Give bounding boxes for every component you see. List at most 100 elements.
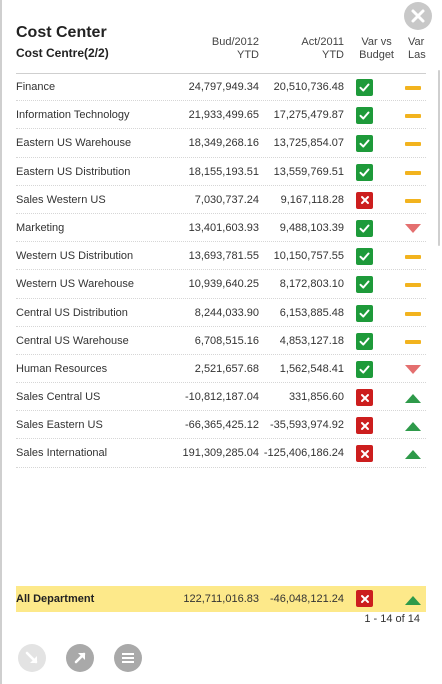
panel-left-border — [0, 0, 2, 684]
row-var-last — [404, 220, 422, 237]
row-var-budget — [356, 219, 373, 237]
row-var-last — [404, 79, 422, 96]
table-row[interactable]: Sales International 191,309,285.04 -125,40… — [16, 439, 426, 468]
check-icon — [356, 79, 373, 96]
row-actual: 1,562,548.41 — [279, 362, 344, 375]
row-budget: 13,693,781.55 — [188, 250, 259, 263]
table-row[interactable]: Human Resources 2,521,657.68 1,562,548.41 — [16, 355, 426, 384]
table-row[interactable]: Central US Distribution 8,244,033.90 6,153… — [16, 299, 426, 327]
close-button[interactable] — [404, 2, 432, 30]
row-var-last — [404, 248, 422, 265]
row-var-last — [404, 445, 422, 462]
row-actual: 9,167,118.28 — [280, 193, 344, 206]
column-header-budget-line2: YTD — [237, 49, 259, 61]
row-name: Human Resources — [16, 362, 108, 375]
row-var-budget — [356, 79, 373, 96]
menu-button[interactable] — [114, 644, 142, 672]
row-var-budget — [356, 304, 373, 322]
row-budget: 7,030,737.24 — [194, 193, 259, 206]
row-var-last — [404, 164, 422, 181]
column-header-var-budget[interactable]: Var vs Budget — [359, 36, 394, 62]
row-budget: 18,349,268.16 — [188, 137, 259, 150]
row-actual: -35,593,974.92 — [269, 419, 344, 432]
cost-center-table: Finance 24,797,949.34 20,510,736.48 Informa… — [16, 73, 426, 468]
row-var-budget — [356, 135, 373, 153]
row-name: Sales Western US — [16, 193, 106, 206]
row-name: Sales Central US — [16, 391, 101, 404]
no-change-icon — [405, 339, 421, 344]
table-row[interactable]: Sales Central US -10,812,187.04 331,856.60 — [16, 383, 426, 412]
row-actual: 8,172,803.10 — [279, 278, 344, 291]
total-row-var-last — [404, 591, 422, 617]
collapse-button[interactable] — [18, 644, 46, 672]
check-icon — [356, 135, 373, 153]
cross-icon — [356, 191, 373, 209]
table-row[interactable]: Central US Warehouse 6,708,515.16 4,853,12… — [16, 327, 426, 355]
page-title: Cost Center — [16, 24, 107, 41]
expand-button[interactable] — [66, 644, 94, 672]
cross-icon — [356, 417, 373, 435]
row-var-budget — [356, 389, 373, 407]
row-var-last — [404, 417, 422, 434]
row-name: Information Technology — [16, 109, 130, 122]
row-var-budget — [356, 191, 373, 209]
table-row[interactable]: Information Technology 21,933,499.65 17,27… — [16, 101, 426, 130]
column-header-actual[interactable]: Act/2011 YTD — [301, 36, 344, 62]
row-var-last — [404, 192, 422, 209]
table-row[interactable]: Sales Western US 7,030,737.24 9,167,118.28 — [16, 186, 426, 214]
table-row[interactable]: Sales Eastern US -66,365,425.12 -35,593,97… — [16, 411, 426, 440]
row-actual: 17,275,479.87 — [273, 109, 344, 122]
row-var-budget — [356, 276, 373, 294]
row-budget: 13,401,603.93 — [188, 221, 259, 234]
scrollbar[interactable] — [438, 70, 440, 246]
table-row[interactable]: Western US Warehouse 10,939,640.25 8,172,8… — [16, 270, 426, 299]
table-row[interactable]: Eastern US Warehouse 18,349,268.16 13,725,… — [16, 129, 426, 158]
total-row[interactable]: All Department 122,711,016.83 -46,048,12… — [16, 586, 426, 612]
table-row[interactable]: Marketing 13,401,603.93 9,488,103.39 — [16, 214, 426, 243]
row-var-budget — [356, 163, 373, 181]
row-name: Central US Distribution — [16, 306, 128, 319]
total-row-budget: 122,711,016.83 — [183, 593, 259, 605]
check-icon — [356, 304, 373, 322]
check-icon — [356, 163, 373, 181]
check-icon — [356, 107, 373, 125]
collapse-arrow-icon — [25, 651, 38, 664]
check-icon — [356, 332, 373, 350]
column-header-budget-line1: Bud/2012 — [211, 36, 259, 48]
table-row[interactable]: Western US Distribution 13,693,781.55 10,1… — [16, 242, 426, 271]
no-change-icon — [405, 198, 421, 203]
row-var-budget — [356, 417, 373, 435]
total-row-actual: -46,048,121.24 — [269, 593, 344, 605]
row-name: Sales International — [16, 447, 108, 460]
no-change-icon — [405, 142, 421, 147]
expand-arrow-icon — [74, 652, 86, 664]
row-actual: 9,488,103.39 — [279, 221, 344, 234]
row-var-last — [404, 107, 422, 124]
close-icon — [411, 9, 425, 23]
row-name: Central US Warehouse — [16, 334, 129, 347]
row-budget: 24,797,949.34 — [188, 81, 259, 93]
column-header-var-last[interactable]: Var Las — [408, 36, 426, 62]
row-budget: 10,939,640.25 — [188, 278, 259, 291]
row-actual: 13,559,769.51 — [273, 165, 344, 178]
check-icon — [356, 219, 373, 237]
row-budget: -10,812,187.04 — [184, 391, 259, 404]
pagination-info: 1 - 14 of 14 — [364, 613, 420, 625]
column-header-var-last-line1: Var — [408, 36, 425, 48]
check-icon — [356, 248, 373, 266]
check-icon — [356, 276, 373, 294]
column-header-budget[interactable]: Bud/2012 YTD — [212, 36, 259, 62]
row-budget: 2,521,657.68 — [194, 362, 259, 375]
row-budget: 191,309,285.04 — [182, 447, 259, 460]
row-actual: 20,510,736.48 — [273, 81, 344, 93]
no-change-icon — [405, 283, 421, 288]
row-var-budget — [356, 332, 373, 350]
check-icon — [356, 360, 373, 378]
table-row[interactable]: Eastern US Distribution 18,155,193.51 13,5… — [16, 158, 426, 186]
row-name: Eastern US Warehouse — [16, 137, 132, 150]
trend-up-icon — [405, 450, 421, 460]
table-row[interactable]: Finance 24,797,949.34 20,510,736.48 — [16, 73, 426, 102]
row-actual: 4,853,127.18 — [279, 334, 344, 347]
trend-up-icon — [405, 394, 421, 404]
page-subtitle: Cost Centre(2/2) — [16, 46, 109, 60]
